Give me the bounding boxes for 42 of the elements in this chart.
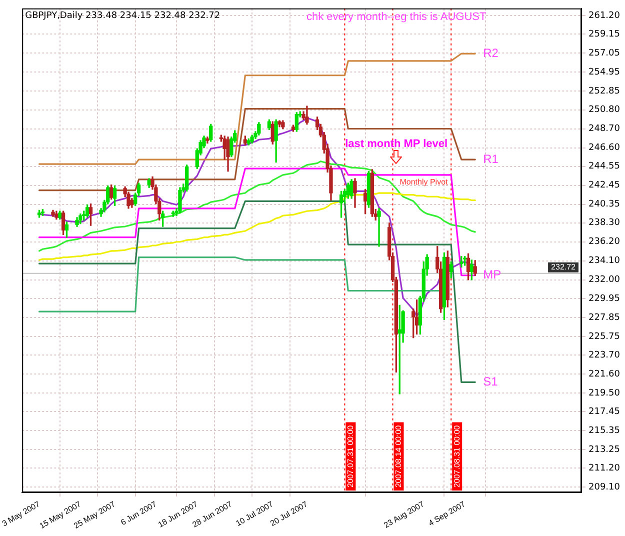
annotation: chk every month--eg this is AUGUST [306, 10, 486, 23]
y-tick-label: 234.10 [588, 256, 620, 266]
y-tick-label: 248.70 [588, 124, 620, 134]
y-tick-label: 223.70 [588, 350, 620, 360]
y-tick-label: 211.20 [588, 463, 620, 474]
ref-line-label: 2007.07.31 00:00 [346, 424, 355, 488]
y-tick-label: 213.25 [588, 444, 620, 455]
y-tick-label: 215.35 [588, 426, 620, 436]
series-label: S1 [483, 374, 498, 388]
y-tick-label: 254.95 [588, 68, 620, 78]
y-tick-label: 244.55 [588, 162, 620, 172]
annotation: Monthly Pivot [400, 177, 449, 186]
y-tick-label: 250.80 [588, 105, 620, 116]
x-tick-label: 6 Jun 2007 [119, 499, 159, 528]
y-tick-label: 252.85 [588, 86, 620, 97]
y-tick-label: 242.45 [588, 180, 620, 191]
annotation: last month MP level [345, 138, 448, 150]
y-tick-label: 236.20 [588, 237, 620, 248]
series-label: MP [483, 268, 502, 282]
y-tick-label: 219.50 [588, 388, 620, 398]
ref-line-label: 232.72 [551, 262, 576, 272]
y-tick-label: 232.00 [588, 275, 620, 286]
ref-line-label: 2007.08.31 00:00 [452, 424, 462, 488]
series-label: R1 [483, 152, 499, 166]
series-label: R2 [483, 46, 499, 60]
y-tick-label: 238.30 [588, 218, 620, 228]
y-tick-label: 225.75 [588, 332, 620, 342]
y-tick-label: 217.45 [588, 406, 620, 417]
chart-title: GBPJPY,Daily 233.48 234.15 232.48 232.72 [25, 11, 220, 22]
ref-line-label: 2007.08.14 00:00 [394, 424, 403, 488]
candlestick [377, 208, 381, 247]
x-tick-label: 23 Aug 2007 [382, 499, 426, 530]
x-tick-label: 4 Sep 2007 [426, 499, 468, 528]
y-tick-label: 209.10 [588, 482, 620, 492]
y-tick-label: 240.35 [588, 200, 620, 210]
y-tick-label: 246.60 [588, 143, 620, 154]
y-tick-label: 257.05 [588, 48, 620, 59]
y-tick-label: 221.60 [588, 369, 620, 380]
y-tick-label: 259.15 [588, 30, 620, 40]
y-tick-label: 227.85 [588, 312, 620, 323]
y-tick-label: 229.95 [588, 294, 620, 304]
y-tick-label: 261.20 [588, 10, 620, 21]
